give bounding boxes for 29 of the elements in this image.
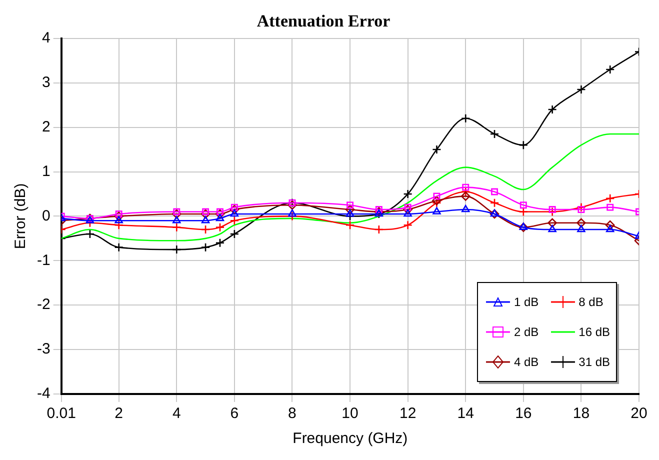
y-tick-label: 2	[42, 118, 50, 136]
x-tick-label: 10	[342, 405, 358, 422]
legend-label: 4 dB	[514, 355, 539, 369]
legend-label: 8 dB	[578, 295, 604, 309]
legend-label: 31 dB	[578, 355, 610, 369]
y-axis-title: Error (dB)	[12, 183, 30, 250]
x-tick-label: 14	[457, 405, 474, 422]
y-tick-label: 4	[42, 30, 50, 47]
y-tick-label: -4	[36, 385, 50, 402]
x-tick-label: 18	[572, 405, 590, 422]
legend-label: 16 dB	[578, 325, 610, 339]
x-axis-title: Frequency (GHz)	[292, 430, 408, 448]
x-tick-label: 0.01	[46, 405, 76, 422]
x-tick-label: 6	[230, 405, 239, 422]
x-tick-label: 2	[114, 405, 124, 422]
x-tick-label: 8	[288, 405, 296, 422]
y-tick-label: -1	[36, 252, 50, 269]
y-tick-label: 1	[42, 162, 50, 180]
legend-label: 1 dB	[514, 295, 539, 309]
x-tick-label: 4	[172, 405, 181, 422]
x-tick-label: 12	[399, 405, 416, 422]
y-tick-label: 0	[42, 207, 50, 224]
legend-label: 2 dB	[514, 325, 539, 339]
y-tick-label: -3	[36, 340, 50, 358]
x-tick-label: 16	[515, 405, 532, 422]
x-tick-label: 20	[630, 405, 648, 422]
y-tick-label: 3	[42, 74, 50, 91]
chart-title: Attenuation Error	[256, 12, 391, 31]
y-tick-label: -2	[36, 296, 50, 314]
